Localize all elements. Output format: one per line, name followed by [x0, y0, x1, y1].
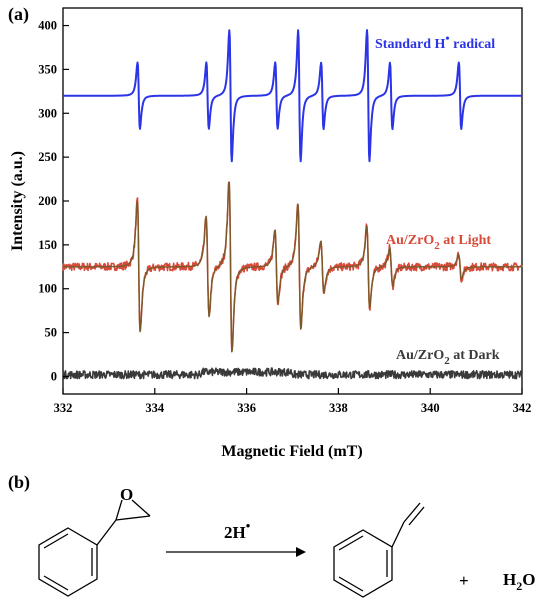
light-trace	[62, 181, 523, 352]
x-tick-label: 340	[421, 401, 440, 415]
styrene-structure	[333, 502, 425, 598]
dark-trace	[62, 367, 523, 380]
y-tick-label: 0	[51, 369, 57, 383]
y-axis-title: Intensity (a.u.)	[9, 151, 26, 251]
panel-b-label: (b)	[8, 472, 30, 493]
series-label-dark: Au/ZrO2 at Dark	[396, 348, 500, 367]
light-fit-trace	[62, 181, 523, 353]
x-tick-label: 336	[237, 401, 256, 415]
y-axis: 0 50 100 150 200 250 300 350 400	[38, 19, 69, 383]
x-axis-title: Magnetic Field (mT)	[221, 443, 362, 460]
epr-chart: 0 50 100 150 200 250 300 350 400 332 334 336 338 340…	[9, 7, 532, 460]
y-tick-label: 400	[38, 19, 57, 33]
x-axis: 332 334 336 338 340 342	[54, 388, 532, 415]
series-label-standard-h: Standard H• radical	[375, 31, 495, 52]
x-tick-label: 332	[54, 401, 73, 415]
y-tick-label: 300	[38, 106, 57, 120]
panel-a-label: (a)	[8, 4, 29, 25]
y-tick-label: 250	[38, 150, 57, 164]
x-tick-label: 342	[513, 401, 532, 415]
reaction-arrow	[166, 547, 306, 557]
y-tick-label: 150	[38, 238, 57, 252]
y-tick-label: 200	[38, 194, 57, 208]
styrene-oxide-structure	[38, 499, 151, 597]
epoxide-oxygen: O	[120, 485, 133, 504]
series-layer	[62, 29, 523, 380]
x-tick-label: 338	[329, 401, 348, 415]
plus-sign: +	[459, 571, 469, 590]
series-label-light: Au/ZrO2 at Light	[386, 233, 491, 252]
x-tick-label: 334	[145, 401, 165, 415]
plot-frame	[62, 7, 523, 395]
y-tick-label: 100	[38, 282, 57, 296]
reagent-label: 2H•	[224, 518, 251, 542]
y-tick-label: 350	[38, 62, 57, 76]
reaction-scheme: O 2H• + H2O	[38, 485, 535, 598]
y-tick-label: 50	[45, 326, 58, 340]
standard-h-trace	[62, 29, 523, 163]
water-label: H2O	[503, 570, 535, 593]
